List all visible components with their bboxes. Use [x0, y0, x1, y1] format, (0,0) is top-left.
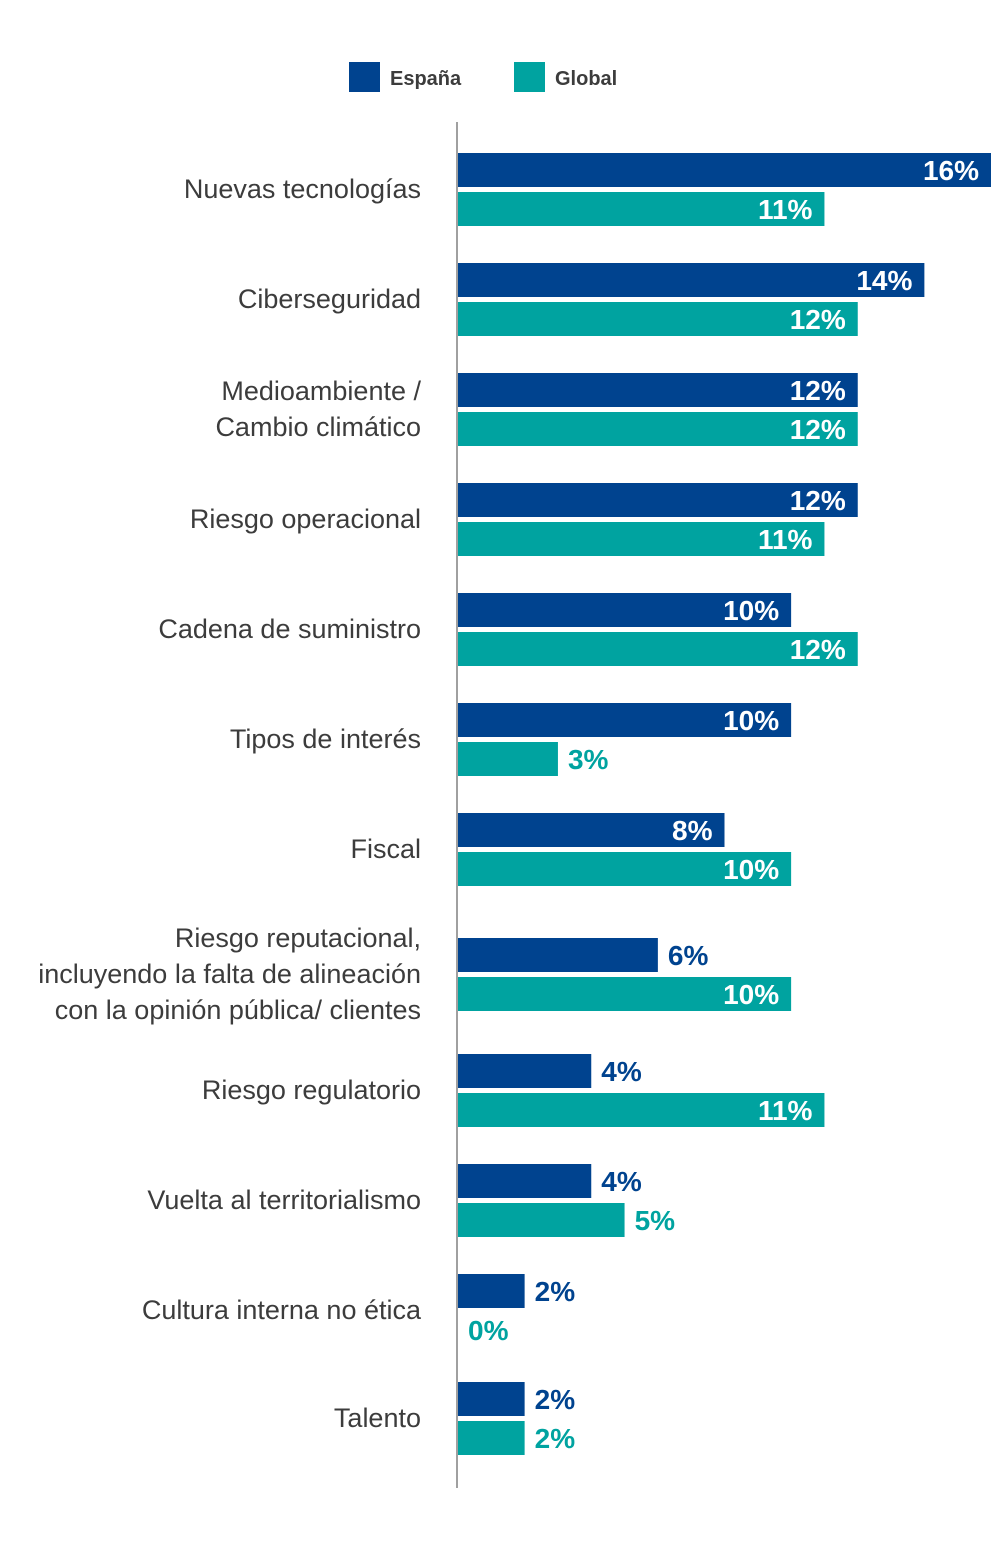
category-label: incluyendo la falta de alineación: [38, 959, 421, 989]
bar-espana: [458, 1164, 592, 1198]
category-label: con la opinión pública/ clientes: [55, 995, 421, 1025]
data-label-global: 3%: [568, 744, 609, 775]
bar-espana: [458, 703, 792, 737]
bar-global: [458, 977, 792, 1011]
category-label: Cultura interna no ética: [142, 1295, 422, 1325]
bar-global: [458, 412, 858, 446]
data-label-global: 12%: [790, 414, 846, 445]
bar-global: [458, 632, 858, 666]
bar-global: [458, 1421, 525, 1455]
category-label: Medioambiente /: [221, 376, 421, 406]
bar-espana: [458, 1382, 525, 1416]
bar-espana: [458, 593, 792, 627]
data-label-espana: 2%: [535, 1384, 576, 1415]
bar-global: [458, 302, 858, 336]
data-label-global: 10%: [723, 854, 779, 885]
bar-espana: [458, 483, 858, 517]
data-label-global: 10%: [723, 979, 779, 1010]
bar-espana: [458, 373, 858, 407]
data-label-global: 2%: [535, 1423, 576, 1454]
data-label-espana: 12%: [790, 375, 846, 406]
bar-global: [458, 522, 825, 556]
bar-espana: [458, 263, 925, 297]
category-label: Nuevas tecnologías: [184, 174, 421, 204]
bar-global: [458, 192, 825, 226]
category-label: Cadena de suministro: [158, 614, 421, 644]
data-label-global: 11%: [758, 194, 813, 225]
data-label-espana: 14%: [856, 265, 912, 296]
legend-swatch-global: [514, 62, 545, 92]
data-label-global: 12%: [790, 304, 846, 335]
bar-espana: [458, 1054, 592, 1088]
category-label: Riesgo operacional: [190, 504, 421, 534]
data-label-espana: 8%: [672, 815, 713, 846]
data-label-espana: 2%: [535, 1276, 576, 1307]
data-label-espana: 12%: [790, 485, 846, 516]
bar-espana: [458, 1274, 525, 1308]
data-label-global: 11%: [758, 524, 813, 555]
bar-global: [458, 1093, 825, 1127]
legend-swatch-espana: [349, 62, 380, 92]
bar-espana: [458, 153, 991, 187]
category-label: Fiscal: [350, 834, 421, 864]
category-label: Riesgo reputacional,: [175, 923, 421, 953]
category-label: Tipos de interés: [230, 724, 421, 754]
category-label: Riesgo regulatorio: [202, 1075, 421, 1105]
data-label-espana: 10%: [723, 595, 779, 626]
data-label-global: 12%: [790, 634, 846, 665]
data-label-global: 11%: [758, 1095, 813, 1126]
data-label-global: 0%: [468, 1315, 509, 1346]
legend-label-espana: España: [390, 68, 462, 90]
category-label: Ciberseguridad: [238, 284, 421, 314]
data-label-espana: 6%: [668, 940, 709, 971]
bar-global: [458, 1203, 625, 1237]
data-label-espana: 10%: [723, 705, 779, 736]
bar-global: [458, 742, 558, 776]
data-label-espana: 16%: [923, 155, 979, 186]
legend: España Global: [349, 62, 617, 92]
data-label-espana: 4%: [601, 1166, 642, 1197]
legend-label-global: Global: [555, 68, 617, 90]
category-label: Cambio climático: [215, 412, 421, 442]
data-label-espana: 4%: [601, 1056, 642, 1087]
bar-global: [458, 852, 792, 886]
data-label-global: 5%: [635, 1205, 676, 1236]
category-label: Talento: [334, 1403, 421, 1433]
bar-espana: [458, 813, 725, 847]
bar-espana: [458, 938, 658, 972]
category-label: Vuelta al territorialismo: [147, 1185, 421, 1215]
